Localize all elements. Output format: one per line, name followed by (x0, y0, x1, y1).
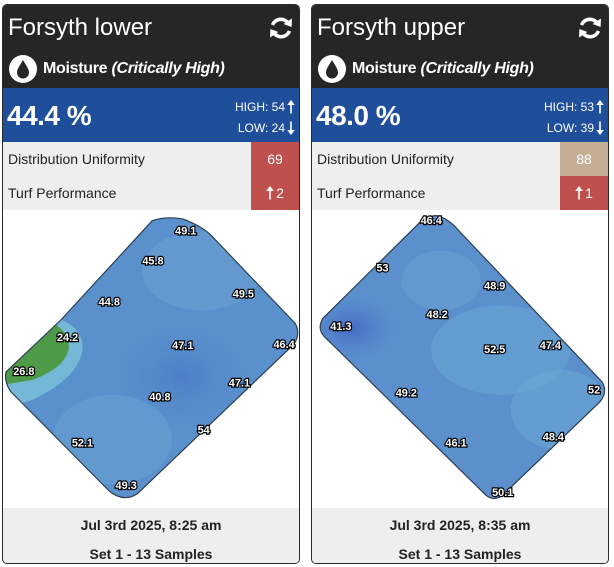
card-footer: Jul 3rd 2025, 8:35 am Set 1 - 13 Samples (312, 508, 608, 563)
du-value: 88 (576, 151, 592, 167)
high-reading: HIGH: 53 (544, 100, 604, 114)
arrow-down-icon (596, 121, 604, 135)
sample-label: 48.4 (543, 431, 564, 443)
metric-status: Moisture (Critically High) (43, 58, 225, 80)
site-name: Forsyth upper (317, 14, 466, 41)
card-header: Forsyth upper Moisture (Critically High) (312, 5, 608, 88)
sample-label: 26.8 (13, 366, 34, 378)
high-label: HIGH: 53 (543, 100, 594, 114)
moisture-value: 44.4 % (7, 100, 92, 131)
low-reading: LOW: 24 (238, 121, 295, 135)
sample-label: 47.4 (540, 340, 561, 352)
distribution-uniformity-row: Distribution Uniformity 69 (3, 142, 299, 176)
sample-label: 52.5 (484, 344, 505, 356)
refresh-icon[interactable] (268, 15, 294, 41)
sensor-card-forsyth-upper[interactable]: Forsyth upper Moisture (Critically High)… (311, 4, 609, 564)
tp-label: Turf Performance (8, 185, 117, 201)
metric-status: Moisture (Critically High) (352, 58, 534, 80)
sensor-card-forsyth-lower[interactable]: Forsyth lower Moisture (Critically High)… (2, 4, 300, 564)
du-badge: 69 (251, 142, 299, 176)
reading-date: Jul 3rd 2025, 8:25 am (80, 517, 222, 533)
tp-badge: 2 (251, 176, 299, 210)
sample-label: 49.3 (116, 480, 137, 492)
water-drop-icon (318, 55, 346, 83)
sample-label: 49.5 (233, 288, 254, 300)
card-header: Forsyth lower Moisture (Critically High) (3, 5, 299, 88)
tp-value: 1 (585, 185, 593, 201)
sample-label: 41.3 (330, 321, 351, 333)
du-value: 69 (267, 151, 283, 167)
sample-label: 44.8 (99, 296, 120, 308)
sample-label: 49.2 (396, 388, 417, 400)
moisture-map[interactable]: 49.1 45.8 49.5 44.8 24.2 47.1 46.4 26.8 … (3, 210, 299, 508)
sample-label: 54 (198, 424, 210, 436)
du-label: Distribution Uniformity (8, 151, 145, 167)
low-reading: LOW: 39 (547, 121, 604, 135)
low-label: LOW: 24 (237, 121, 285, 135)
du-label: Distribution Uniformity (317, 151, 454, 167)
moisture-map[interactable]: 46.4 53 48.9 41.3 48.2 47.4 52.5 52 49.2… (312, 210, 608, 508)
reading-bar: 44.4 % HIGH: 54 LOW: 24 (3, 88, 299, 142)
du-badge: 88 (560, 142, 608, 176)
arrow-up-icon (266, 186, 274, 200)
turf-performance-row: Turf Performance 1 (312, 176, 608, 210)
sample-label: 46.4 (273, 339, 294, 351)
sample-label: 47.1 (229, 378, 250, 390)
metric-status-text: (Critically High) (420, 60, 534, 77)
sample-label: 46.1 (445, 437, 466, 449)
tp-value: 2 (276, 185, 284, 201)
refresh-icon[interactable] (577, 15, 603, 41)
arrow-up-icon (596, 100, 604, 114)
sample-label: 49.1 (175, 226, 196, 238)
site-name: Forsyth lower (8, 14, 153, 41)
high-label: HIGH: 54 (234, 100, 285, 114)
reading-date: Jul 3rd 2025, 8:35 am (389, 517, 531, 533)
arrow-down-icon (287, 121, 295, 135)
sample-set: Set 1 - 13 Samples (89, 546, 213, 562)
tp-badge: 1 (560, 176, 608, 210)
turf-performance-row: Turf Performance 2 (3, 176, 299, 210)
sample-label: 48.9 (484, 280, 505, 292)
metric-name: Moisture (43, 60, 108, 77)
arrow-up-icon (287, 100, 295, 114)
card-footer: Jul 3rd 2025, 8:25 am Set 1 - 13 Samples (3, 508, 299, 563)
sample-label: 50.1 (492, 487, 513, 499)
metric-name: Moisture (352, 60, 417, 77)
sample-label: 46.4 (421, 215, 442, 227)
sample-label: 53 (376, 263, 388, 275)
metric-status-text: (Critically High) (111, 60, 225, 77)
sample-label: 52.1 (72, 437, 93, 449)
sample-set: Set 1 - 13 Samples (398, 546, 522, 562)
low-label: LOW: 39 (546, 121, 594, 135)
arrow-up-icon (575, 186, 583, 200)
sample-label: 24.2 (57, 332, 78, 344)
distribution-uniformity-row: Distribution Uniformity 88 (312, 142, 608, 176)
sample-label: 40.8 (149, 392, 170, 404)
tp-label: Turf Performance (317, 185, 426, 201)
sample-label: 48.2 (427, 309, 448, 321)
sample-label: 52 (588, 385, 600, 397)
moisture-value: 48.0 % (316, 100, 401, 131)
water-drop-icon (9, 55, 37, 83)
high-reading: HIGH: 54 (235, 100, 295, 114)
sample-label: 47.1 (172, 340, 193, 352)
reading-bar: 48.0 % HIGH: 53 LOW: 39 (312, 88, 608, 142)
sample-label: 45.8 (142, 256, 163, 268)
